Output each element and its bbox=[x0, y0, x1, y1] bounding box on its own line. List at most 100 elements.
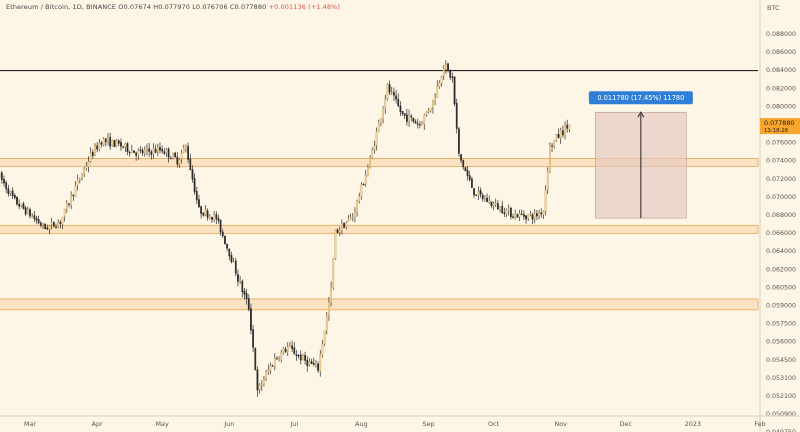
candle bbox=[193, 178, 196, 193]
candle bbox=[247, 298, 250, 310]
candle bbox=[109, 137, 112, 147]
candle bbox=[180, 152, 183, 160]
x-tick-label: Nov bbox=[554, 420, 567, 428]
y-tick-label: 0.053100 bbox=[766, 375, 796, 382]
candle bbox=[425, 111, 428, 115]
candle bbox=[156, 147, 159, 152]
candle bbox=[100, 142, 103, 145]
candle bbox=[484, 198, 486, 200]
candle bbox=[70, 194, 73, 206]
candle bbox=[308, 361, 311, 366]
candle bbox=[555, 134, 558, 141]
candle bbox=[395, 95, 397, 100]
candle bbox=[282, 348, 285, 354]
candle bbox=[325, 314, 328, 332]
candle bbox=[436, 85, 439, 98]
candle bbox=[328, 302, 330, 316]
candle bbox=[232, 261, 235, 263]
candle bbox=[375, 131, 378, 146]
candle bbox=[455, 102, 458, 129]
candle bbox=[85, 165, 88, 169]
candle bbox=[96, 145, 99, 150]
candle bbox=[440, 76, 443, 84]
x-tick-label: Sep bbox=[423, 420, 435, 428]
current-price-tag bbox=[760, 118, 800, 135]
candle bbox=[364, 175, 367, 184]
y-tick-label: 0.072000 bbox=[766, 176, 796, 183]
candle bbox=[245, 293, 248, 300]
candle bbox=[416, 123, 419, 125]
candle bbox=[163, 151, 166, 154]
candle bbox=[536, 213, 538, 217]
candle bbox=[538, 212, 540, 216]
candle bbox=[568, 124, 571, 130]
candle bbox=[24, 207, 27, 215]
candle bbox=[347, 218, 350, 223]
candle bbox=[146, 148, 148, 150]
x-tick-label: Aug bbox=[355, 420, 367, 428]
candle bbox=[386, 84, 389, 99]
candle bbox=[479, 190, 482, 195]
candle bbox=[299, 354, 302, 361]
candle bbox=[0, 172, 3, 180]
price-range-arrow-head bbox=[637, 111, 645, 118]
candle bbox=[503, 212, 506, 214]
candle bbox=[397, 98, 400, 107]
candle bbox=[468, 175, 471, 180]
candle bbox=[490, 201, 493, 207]
candle bbox=[507, 208, 510, 211]
candle bbox=[559, 129, 562, 139]
candle bbox=[408, 114, 410, 122]
y-tick-label: 0.062000 bbox=[766, 266, 796, 273]
y-tick-label: 0.049750 bbox=[766, 429, 796, 432]
candle bbox=[113, 140, 116, 147]
candle bbox=[55, 226, 57, 228]
candle bbox=[263, 379, 265, 385]
candle bbox=[542, 210, 545, 215]
candle bbox=[167, 148, 170, 158]
candle bbox=[161, 149, 164, 152]
candle bbox=[143, 149, 146, 154]
candle bbox=[202, 212, 205, 216]
candle bbox=[226, 244, 228, 249]
candle bbox=[354, 211, 356, 217]
y-tick-label: 0.086000 bbox=[766, 49, 796, 56]
candle bbox=[349, 217, 352, 220]
currency-label: BTC bbox=[767, 4, 780, 12]
candle bbox=[87, 161, 90, 167]
x-tick-label: Jul bbox=[289, 420, 298, 428]
candle bbox=[367, 167, 369, 177]
candle bbox=[191, 169, 194, 180]
candle bbox=[286, 346, 289, 352]
candle bbox=[373, 145, 376, 150]
candle bbox=[52, 221, 55, 227]
candle bbox=[50, 222, 53, 226]
candle bbox=[215, 214, 218, 220]
y-tick-label: 0.054500 bbox=[766, 357, 796, 364]
candle bbox=[230, 255, 233, 263]
candle bbox=[20, 203, 23, 207]
high-value: H0.077970 bbox=[153, 3, 191, 11]
candle bbox=[486, 197, 488, 203]
y-tick-label: 0.059000 bbox=[766, 303, 796, 310]
candle bbox=[525, 215, 527, 220]
candle bbox=[356, 200, 358, 212]
candle bbox=[438, 82, 441, 87]
candle bbox=[520, 213, 523, 216]
candle bbox=[243, 290, 246, 295]
candle bbox=[291, 345, 293, 349]
candle bbox=[39, 222, 42, 226]
y-tick-label: 0.076000 bbox=[766, 140, 796, 147]
y-tick-label: 0.084000 bbox=[766, 67, 796, 74]
candle bbox=[512, 216, 514, 218]
candle bbox=[564, 125, 566, 136]
candle bbox=[280, 351, 283, 360]
candle bbox=[293, 347, 296, 355]
candle bbox=[128, 152, 131, 154]
candle bbox=[16, 196, 18, 205]
candle bbox=[505, 210, 508, 215]
candle bbox=[169, 157, 172, 160]
candle bbox=[338, 229, 341, 233]
candle bbox=[497, 203, 499, 210]
